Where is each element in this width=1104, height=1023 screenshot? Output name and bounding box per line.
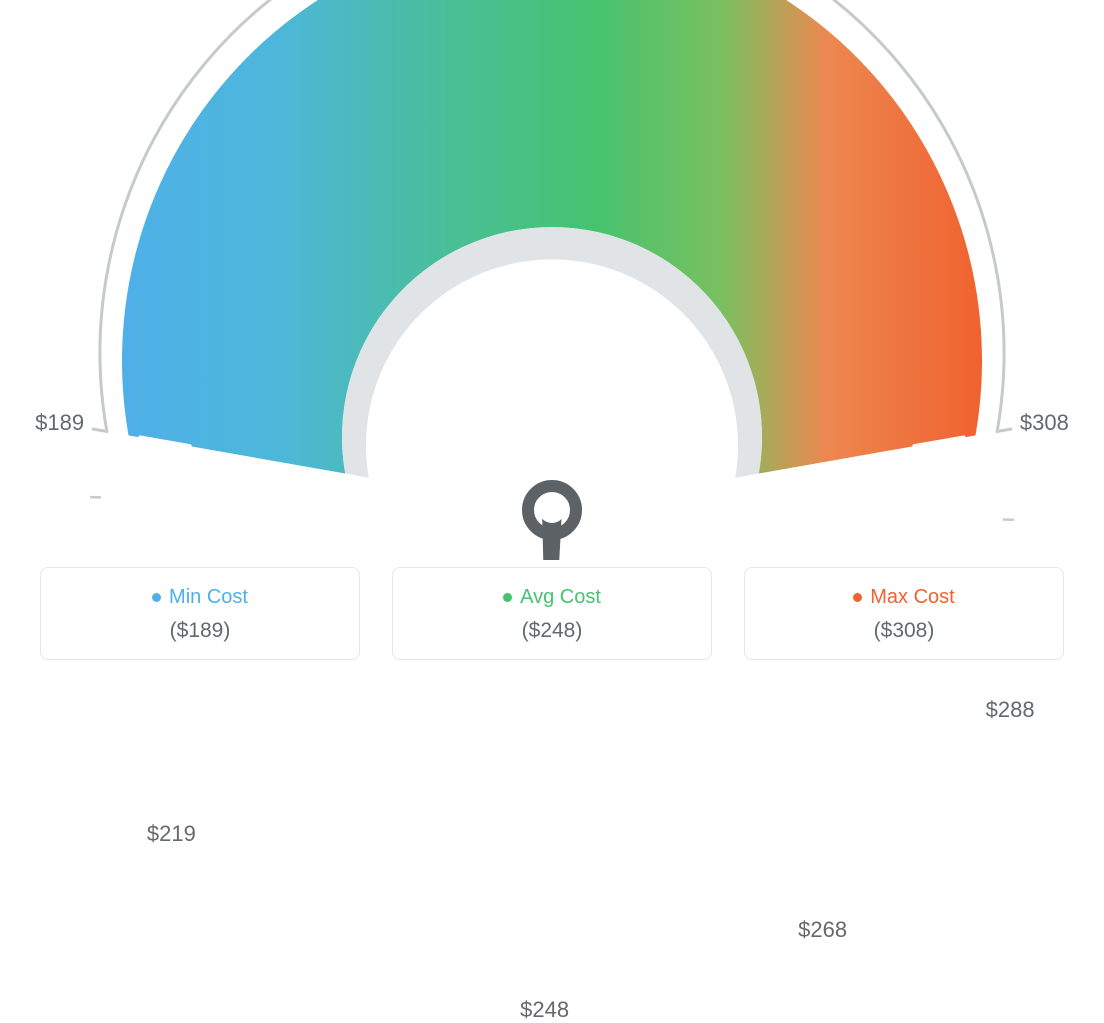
legend-card-avg: Avg Cost ($248): [392, 567, 712, 660]
legend-label-max: Max Cost: [870, 586, 954, 609]
legend-value-min: ($189): [51, 619, 349, 643]
legend-title-max: Max Cost: [853, 586, 954, 609]
legend-label-avg: Avg Cost: [520, 586, 601, 609]
legend-card-max: Max Cost ($308): [744, 567, 1064, 660]
dot-icon: [853, 593, 862, 602]
legend-value-avg: ($248): [403, 619, 701, 643]
gauge-tick-label: $268: [798, 917, 847, 943]
legend-title-min: Min Cost: [152, 586, 248, 609]
legend-value-max: ($308): [755, 619, 1053, 643]
gauge-tick-label: $248: [520, 997, 569, 1023]
legend-row: Min Cost ($189) Avg Cost ($248) Max Cost…: [0, 567, 1104, 660]
legend-card-min: Min Cost ($189): [40, 567, 360, 660]
dot-icon: [152, 593, 161, 602]
gauge-tick-label: $219: [147, 821, 196, 847]
legend-title-avg: Avg Cost: [503, 586, 601, 609]
gauge-tick-label: $288: [986, 697, 1035, 723]
legend-label-min: Min Cost: [169, 586, 248, 609]
gauge-tick-label: $189: [35, 410, 84, 436]
dot-icon: [503, 593, 512, 602]
gauge-chart: $189$204$219$248$268$288$308: [0, 0, 1104, 560]
gauge-svg: [0, 0, 1104, 560]
gauge-tick-label: $308: [1020, 410, 1069, 436]
